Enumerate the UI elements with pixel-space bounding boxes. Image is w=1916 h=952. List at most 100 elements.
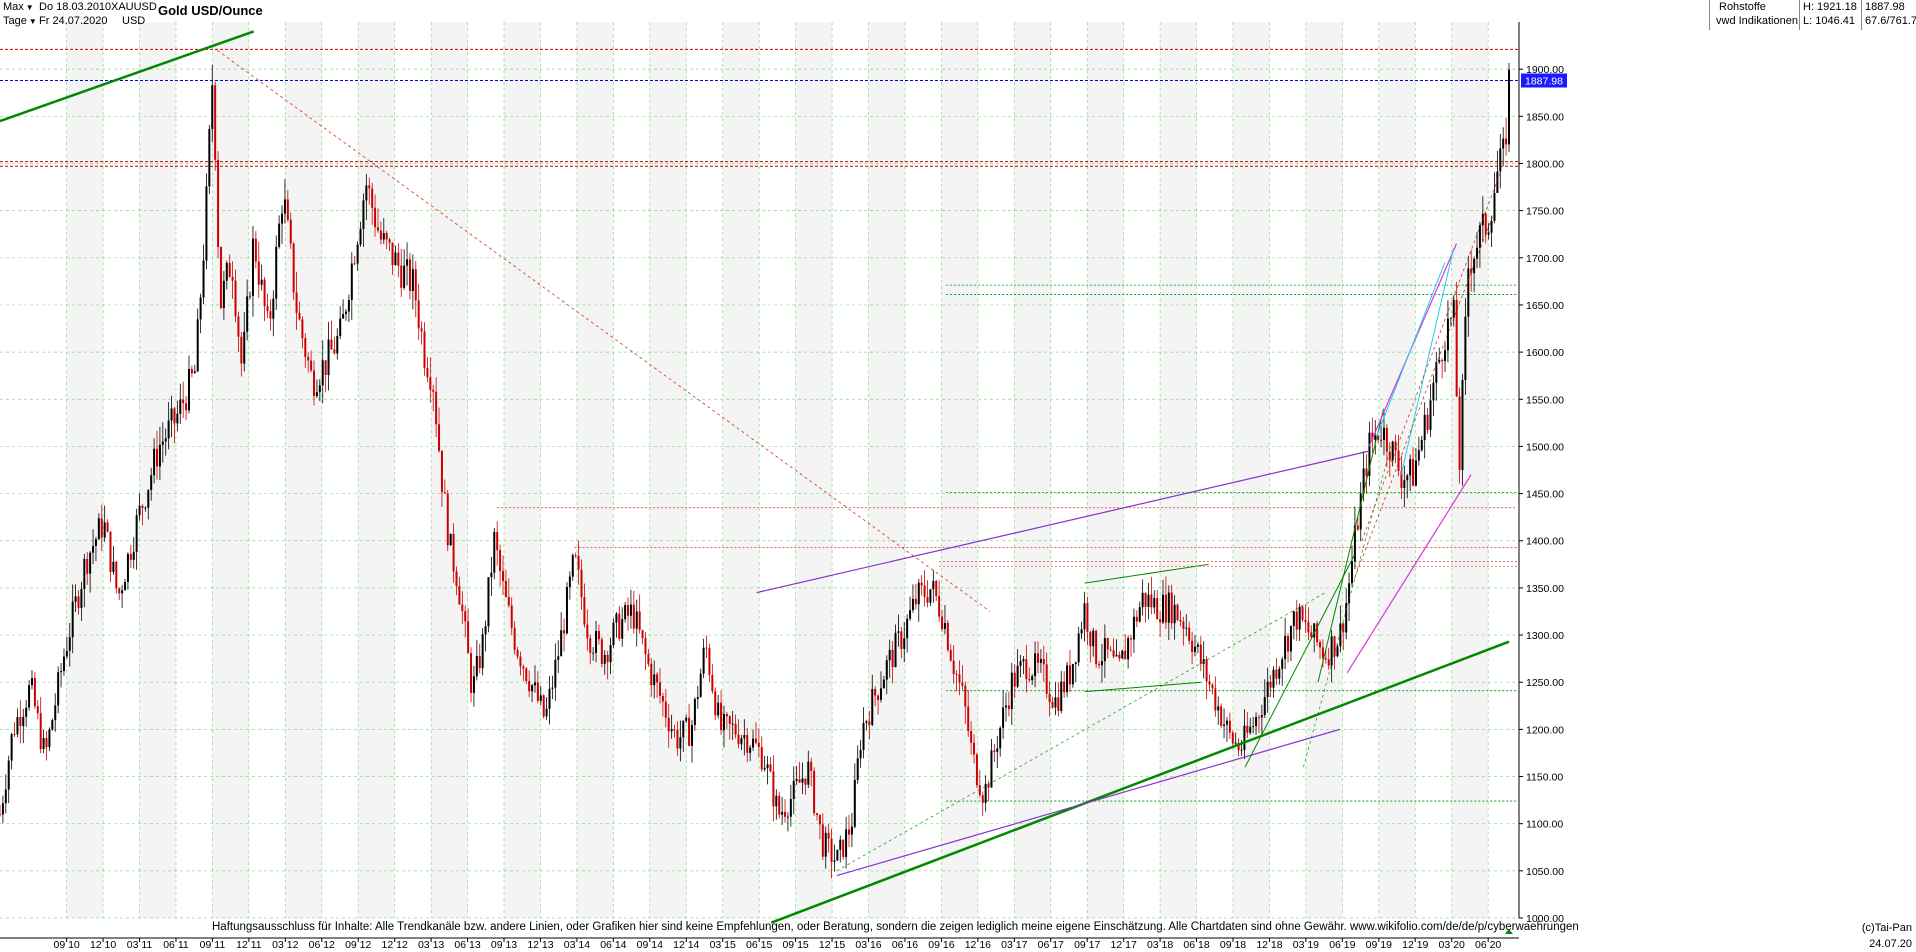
date-tick-label: 09 19 bbox=[1366, 939, 1392, 951]
candle-body bbox=[647, 654, 650, 664]
candle-body bbox=[1153, 598, 1156, 608]
candle-body bbox=[821, 824, 824, 857]
candle-body bbox=[1010, 672, 1013, 710]
low-label: L: 1046.41 bbox=[1803, 15, 1855, 27]
candle-body bbox=[1327, 659, 1330, 666]
candle-body bbox=[571, 555, 574, 577]
candle-body bbox=[813, 770, 816, 814]
date-tick-label: 12 16 bbox=[965, 939, 991, 951]
trendline bbox=[1084, 681, 1202, 693]
candle-body bbox=[103, 522, 106, 538]
candle-body bbox=[760, 747, 763, 770]
candle-body bbox=[1211, 684, 1214, 689]
candle-body bbox=[679, 737, 682, 749]
candle-body bbox=[281, 213, 284, 224]
candle-body bbox=[1255, 717, 1258, 727]
candle-body bbox=[1502, 138, 1505, 149]
candle-body bbox=[269, 311, 272, 319]
candle-body bbox=[1115, 654, 1118, 657]
candle-body bbox=[295, 292, 298, 313]
candle-body bbox=[502, 571, 504, 581]
candle-body bbox=[1365, 468, 1368, 476]
candle-body bbox=[260, 279, 263, 285]
candle-body bbox=[1438, 359, 1441, 363]
candle-body bbox=[1019, 661, 1022, 666]
candle-body bbox=[1403, 480, 1406, 488]
candle-body bbox=[1391, 441, 1394, 461]
candle-body bbox=[74, 596, 77, 602]
disclaimer-text: Haftungsausschluss für Inhalte: Alle Tre… bbox=[212, 921, 1579, 933]
candle-body bbox=[336, 335, 339, 354]
price-tick-label: 1450.00 bbox=[1526, 489, 1564, 501]
candle-body bbox=[1316, 623, 1319, 643]
candle-body bbox=[1467, 268, 1470, 317]
candle-body bbox=[1409, 459, 1412, 476]
candle-body bbox=[682, 720, 685, 738]
candle-body bbox=[228, 262, 231, 277]
candle-body bbox=[1121, 650, 1124, 659]
date-tick-label: 09 18 bbox=[1220, 939, 1246, 951]
trendline bbox=[1317, 408, 1385, 683]
horizontal-levels bbox=[0, 48, 1519, 802]
candle-body bbox=[60, 670, 63, 673]
candle-body bbox=[1260, 715, 1263, 718]
candle-body bbox=[1429, 400, 1432, 430]
candle-body bbox=[429, 377, 432, 390]
candle-body bbox=[516, 649, 519, 657]
background-band bbox=[1305, 22, 1343, 918]
candle-body bbox=[1228, 720, 1231, 733]
candle-body bbox=[807, 761, 810, 785]
candle-body bbox=[118, 588, 121, 594]
candle-body bbox=[955, 674, 958, 675]
candle-body bbox=[1179, 620, 1182, 622]
candle-body bbox=[1199, 644, 1202, 664]
candle-body bbox=[1435, 362, 1438, 383]
candle-body bbox=[816, 813, 819, 815]
candle-body bbox=[519, 656, 522, 667]
candle-body bbox=[385, 233, 388, 240]
candle-body bbox=[862, 723, 865, 750]
candle-body bbox=[670, 729, 673, 732]
candle-body bbox=[1289, 625, 1292, 652]
candle-body bbox=[938, 596, 941, 617]
candle-body bbox=[1028, 679, 1031, 681]
date-tick-label: 03 13 bbox=[418, 939, 444, 951]
candle-body bbox=[1156, 598, 1159, 620]
candle-body bbox=[932, 580, 935, 590]
candle-body bbox=[874, 689, 877, 696]
candle-body bbox=[1092, 630, 1095, 647]
date-tick-label: 03 16 bbox=[855, 939, 881, 951]
candle-body bbox=[612, 622, 615, 646]
candle-body bbox=[1057, 697, 1060, 711]
candle-body bbox=[342, 314, 345, 319]
candle-body bbox=[1508, 69, 1510, 145]
candle-body bbox=[129, 553, 132, 560]
candle-body bbox=[132, 551, 135, 560]
candle-body bbox=[650, 663, 653, 686]
header-separator bbox=[1799, 0, 1800, 30]
candle-body bbox=[1356, 525, 1359, 530]
candle-body bbox=[1319, 642, 1322, 648]
trendline bbox=[1346, 474, 1472, 674]
candle-body bbox=[717, 702, 720, 716]
candle-body bbox=[278, 223, 281, 247]
candle-body bbox=[999, 727, 1002, 749]
range-selector[interactable]: Max ▼ bbox=[3, 1, 34, 13]
current-price-badge-label: 1887.98 bbox=[1525, 75, 1563, 87]
trendline bbox=[0, 30, 255, 123]
candle-body bbox=[1348, 583, 1351, 604]
candle-body bbox=[580, 569, 583, 598]
candle-body bbox=[749, 747, 752, 753]
candle-body bbox=[272, 298, 275, 319]
candle-body bbox=[1339, 623, 1342, 647]
candle-body bbox=[1124, 650, 1127, 660]
candle-body bbox=[298, 312, 301, 320]
candle-body bbox=[708, 648, 711, 676]
candle-body bbox=[673, 729, 676, 731]
date-tick-label: 09 11 bbox=[200, 939, 226, 951]
candle-body bbox=[16, 716, 19, 735]
candle-body bbox=[818, 814, 821, 825]
candle-body bbox=[371, 188, 374, 208]
candle-body bbox=[1275, 669, 1278, 679]
interval-selector[interactable]: Tage ▼ bbox=[3, 15, 37, 27]
